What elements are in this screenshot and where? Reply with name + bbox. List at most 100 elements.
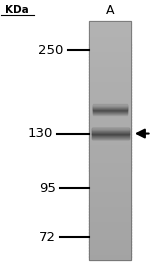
Bar — [89, 161, 131, 165]
Bar — [89, 232, 131, 236]
Bar — [89, 21, 131, 24]
Bar — [93, 113, 128, 114]
Bar — [89, 224, 131, 227]
Bar — [89, 173, 131, 176]
Bar — [89, 86, 131, 90]
Bar — [89, 244, 131, 248]
Bar — [92, 134, 129, 135]
Bar — [89, 77, 131, 81]
Bar — [89, 47, 131, 51]
Bar — [89, 188, 131, 191]
Bar — [89, 50, 131, 54]
Bar — [89, 140, 131, 144]
Bar — [89, 158, 131, 162]
Bar — [89, 241, 131, 245]
Text: 95: 95 — [39, 182, 56, 195]
Bar — [89, 74, 131, 78]
Bar — [93, 106, 128, 107]
Bar — [89, 211, 131, 215]
Bar — [92, 132, 129, 133]
Bar — [93, 114, 128, 115]
Bar — [92, 131, 129, 132]
Bar — [89, 229, 131, 233]
Bar — [92, 131, 129, 132]
Bar — [89, 44, 131, 48]
Bar — [89, 235, 131, 239]
Bar — [89, 149, 131, 153]
Bar — [89, 71, 131, 75]
Bar — [89, 122, 131, 126]
Bar — [89, 238, 131, 242]
Bar — [89, 185, 131, 188]
Bar — [89, 98, 131, 102]
Bar — [89, 59, 131, 63]
Bar — [92, 136, 129, 137]
Text: 72: 72 — [39, 231, 56, 244]
Bar — [89, 131, 131, 135]
Bar — [93, 105, 128, 106]
Bar — [89, 107, 131, 111]
Text: A: A — [106, 4, 114, 17]
Bar — [89, 83, 131, 87]
Bar — [92, 132, 129, 133]
Bar — [93, 110, 128, 111]
Text: KDa: KDa — [5, 5, 29, 15]
Bar — [92, 130, 129, 131]
Bar — [92, 129, 129, 130]
Bar — [92, 136, 129, 137]
Bar — [89, 214, 131, 218]
Bar — [89, 29, 131, 34]
Bar — [89, 134, 131, 138]
Bar — [89, 101, 131, 105]
Bar — [89, 220, 131, 224]
Bar — [92, 130, 129, 131]
Bar — [93, 112, 128, 113]
Bar — [89, 199, 131, 203]
Bar — [89, 95, 131, 99]
Bar — [89, 253, 131, 257]
Bar — [89, 196, 131, 200]
Bar — [89, 62, 131, 66]
Bar — [89, 247, 131, 251]
Bar — [93, 110, 128, 111]
Bar — [89, 167, 131, 170]
Bar — [89, 182, 131, 185]
Bar — [89, 170, 131, 173]
Bar — [89, 226, 131, 230]
Bar — [93, 108, 128, 109]
Bar — [92, 138, 129, 139]
Bar — [89, 203, 131, 206]
Bar — [89, 32, 131, 36]
Bar — [89, 116, 131, 120]
Bar — [89, 256, 131, 260]
Bar — [93, 109, 128, 110]
Bar — [93, 106, 128, 107]
Bar — [93, 107, 128, 108]
Bar — [89, 53, 131, 57]
Bar — [89, 68, 131, 72]
Bar — [89, 92, 131, 96]
Bar — [89, 65, 131, 69]
Bar — [89, 113, 131, 117]
Bar — [93, 107, 128, 108]
Text: 130: 130 — [28, 127, 53, 140]
Bar — [89, 125, 131, 129]
Bar — [92, 137, 129, 138]
Bar — [89, 128, 131, 132]
Bar — [89, 179, 131, 183]
Bar — [89, 27, 131, 30]
Bar — [92, 128, 129, 129]
Bar — [89, 164, 131, 168]
Bar — [92, 138, 129, 139]
Bar — [89, 104, 131, 108]
Bar — [92, 135, 129, 136]
Bar — [89, 217, 131, 221]
Bar — [89, 89, 131, 93]
Bar — [89, 57, 131, 60]
Bar — [89, 206, 131, 209]
Bar — [89, 42, 131, 45]
Bar — [89, 146, 131, 150]
Bar — [92, 137, 129, 138]
Bar — [93, 111, 128, 112]
Bar — [89, 143, 131, 147]
